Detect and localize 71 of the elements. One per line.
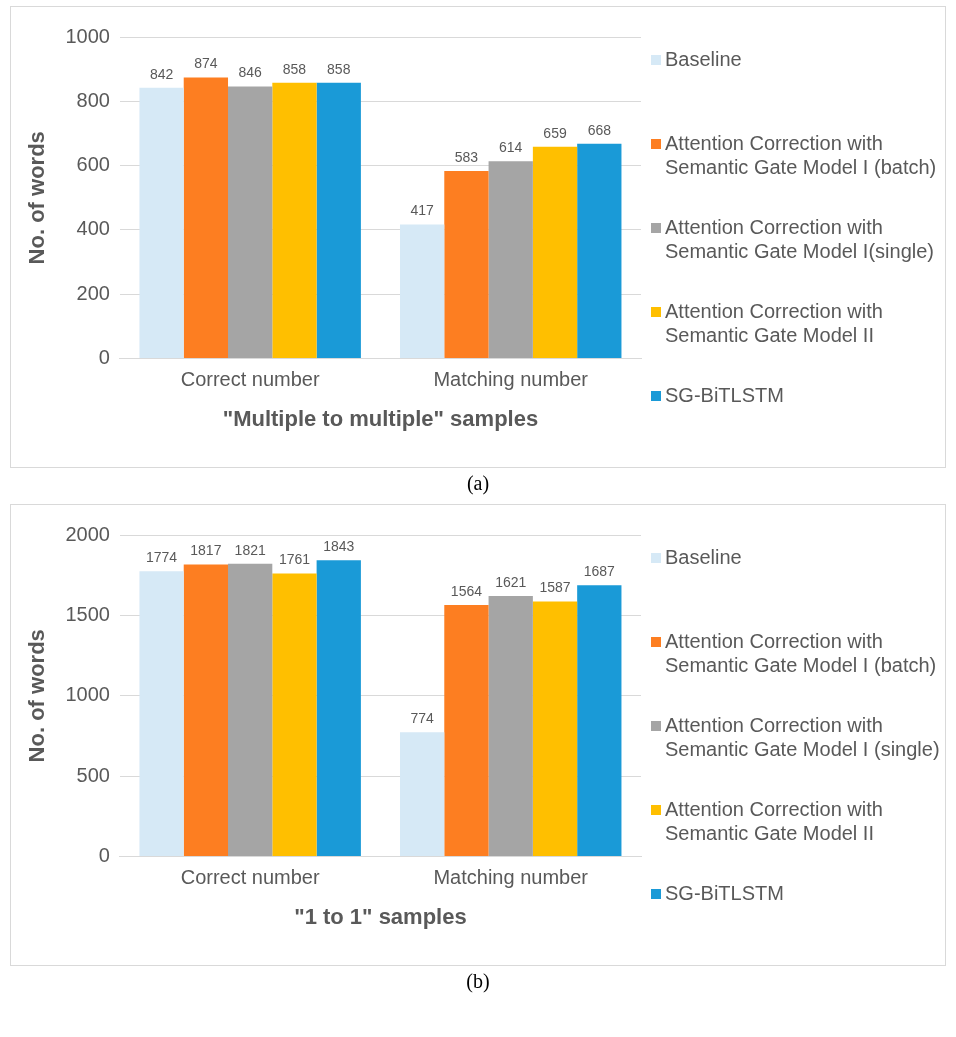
bar — [228, 86, 273, 359]
y-axis-title: No. of words — [24, 629, 50, 763]
x-tick-label: Correct number — [180, 368, 320, 391]
legend-label: Attention Correction with Semantic Gate Model II — [665, 797, 884, 845]
bar — [228, 563, 273, 857]
data-label: 1564 — [450, 582, 483, 599]
legend-label: SG-BiTLSTM — [665, 383, 784, 407]
legend-label: Attention Correction with Semantic Gate Model II — [665, 299, 884, 347]
legend-label: Attention Correction with Semantic Gate Model I(single) — [665, 215, 935, 263]
x-tick-label: Matching number — [433, 368, 589, 391]
data-label: 659 — [543, 124, 567, 141]
data-label: 858 — [327, 60, 351, 77]
data-label: 668 — [587, 121, 612, 138]
x-axis-title: "Multiple to multiple" samples — [222, 405, 539, 431]
bar — [488, 595, 533, 857]
bar — [183, 564, 229, 857]
y-tick-label: 1500 — [65, 602, 110, 625]
bar — [272, 573, 317, 857]
y-tick-label: 2000 — [65, 522, 110, 545]
y-tick-label: 400 — [76, 217, 110, 240]
data-label: 1587 — [539, 579, 571, 596]
bar — [316, 560, 361, 857]
data-label: 774 — [410, 710, 435, 726]
y-tick-label: 1000 — [65, 683, 110, 706]
y-axis-title: No. of words — [24, 131, 50, 265]
data-label: 1817 — [190, 542, 222, 559]
bar — [444, 171, 489, 359]
bar — [532, 601, 578, 857]
x-axis-title: "1 to 1" samples — [294, 903, 467, 929]
bar — [577, 585, 622, 857]
bar — [183, 77, 229, 359]
data-label: 874 — [194, 55, 218, 72]
data-label: 417 — [410, 202, 435, 219]
data-label: 846 — [238, 64, 263, 81]
legend-label: Baseline — [665, 47, 742, 71]
bar — [399, 732, 445, 857]
bar — [532, 146, 578, 359]
bar — [444, 605, 489, 857]
y-tick-label: 800 — [76, 88, 110, 111]
y-tick-label: 0 — [98, 844, 110, 867]
data-label: 1843 — [323, 538, 355, 555]
y-tick-label: 0 — [98, 346, 110, 369]
bar — [577, 143, 622, 359]
bar — [316, 82, 361, 359]
legend-label: SG-BiTLSTM — [665, 881, 784, 905]
legend-label: Attention Correction with Semantic Gate Model I (batch) — [665, 131, 938, 179]
bar — [139, 87, 184, 359]
bar — [139, 571, 184, 857]
text: (b) — [465, 969, 491, 994]
y-tick-label: 600 — [76, 153, 110, 176]
data-label: 1761 — [278, 551, 311, 568]
data-label: 1774 — [146, 549, 178, 566]
bar — [399, 224, 445, 359]
bar — [488, 161, 533, 359]
text: (a) — [465, 471, 491, 497]
legend-label: Attention Correction with Semantic Gate Model I (single) — [665, 713, 941, 761]
data-label: 614 — [499, 139, 523, 155]
y-tick-label: 200 — [76, 281, 110, 304]
legend-label: Baseline — [665, 545, 742, 569]
data-label: 583 — [454, 148, 479, 165]
y-tick-label: 1000 — [65, 24, 110, 47]
legend-label: Attention Correction with Semantic Gate Model I (batch) — [665, 629, 938, 677]
x-tick-label: Matching number — [433, 866, 589, 889]
data-label: 1821 — [234, 541, 266, 558]
y-tick-label: 500 — [76, 763, 110, 786]
data-label: 858 — [282, 60, 307, 77]
data-label: 1687 — [583, 563, 616, 580]
x-tick-label: Correct number — [180, 866, 320, 889]
bar — [272, 82, 317, 359]
data-label: 842 — [149, 65, 174, 82]
data-label: 1621 — [495, 573, 527, 590]
